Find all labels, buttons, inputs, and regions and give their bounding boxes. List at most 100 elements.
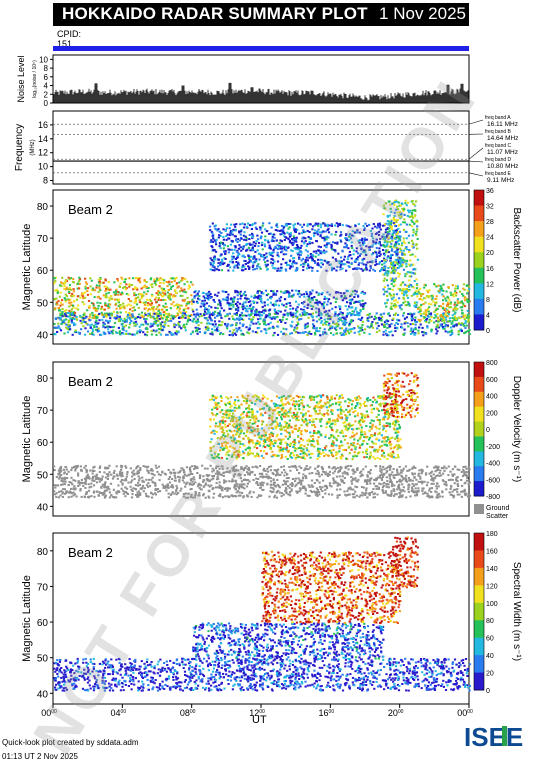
- heatmap-cell: [283, 469, 285, 471]
- heatmap-cell: [327, 313, 329, 315]
- heatmap-cell: [137, 316, 139, 318]
- heatmap-cell: [173, 294, 175, 296]
- heatmap-cell: [266, 230, 268, 232]
- heatmap-cell: [133, 292, 135, 294]
- heatmap-cell: [298, 256, 300, 258]
- heatmap-cell: [151, 334, 153, 336]
- heatmap-cell: [91, 280, 93, 282]
- heatmap-cell: [246, 226, 248, 228]
- heatmap-cell: [108, 292, 110, 294]
- heatmap-cell: [394, 303, 396, 305]
- heatmap-cell: [324, 493, 326, 495]
- heatmap-cell: [381, 264, 383, 266]
- heatmap-cell: [354, 260, 356, 262]
- heatmap-cell: [414, 302, 416, 304]
- heatmap-cell: [384, 223, 386, 225]
- heatmap-cell: [116, 308, 118, 310]
- heatmap-cell: [362, 300, 364, 302]
- heatmap-cell: [403, 329, 405, 331]
- heatmap-cell: [404, 275, 406, 277]
- heatmap-cell: [307, 243, 309, 245]
- heatmap-cell: [376, 254, 378, 256]
- heatmap-cell: [191, 320, 193, 322]
- heatmap-cell: [98, 285, 100, 287]
- heatmap-cell: [401, 483, 403, 485]
- heatmap-cell: [174, 280, 176, 282]
- heatmap-cell: [240, 246, 242, 248]
- heatmap-cell: [104, 309, 106, 311]
- heatmap-cell: [160, 294, 162, 296]
- heatmap-cell: [184, 317, 186, 319]
- heatmap-cell: [424, 297, 426, 299]
- heatmap-cell: [261, 475, 263, 477]
- heatmap-cell: [298, 466, 300, 468]
- heatmap-cell: [153, 306, 155, 308]
- heatmap-cell: [333, 249, 335, 251]
- heatmap-cell: [150, 308, 152, 310]
- heatmap-cell: [289, 305, 291, 307]
- heatmap-cell: [411, 210, 413, 212]
- heatmap-cell: [71, 317, 73, 319]
- heatmap-cell: [187, 301, 189, 303]
- heatmap-cell: [97, 296, 99, 298]
- heatmap-cell: [377, 225, 379, 227]
- heatmap-cell: [390, 264, 392, 266]
- heatmap-cell: [70, 492, 72, 494]
- heatmap-cell: [151, 325, 153, 327]
- heatmap-cell: [189, 286, 191, 288]
- heatmap-cell: [383, 474, 385, 476]
- heatmap-cell: [367, 475, 369, 477]
- heatmap-cell: [465, 322, 467, 324]
- heatmap-cell: [421, 331, 423, 333]
- heatmap-cell: [318, 314, 320, 316]
- heatmap-cell: [307, 259, 309, 261]
- heatmap-cell: [312, 290, 314, 292]
- heatmap-cell: [384, 254, 386, 256]
- heatmap-cell: [280, 321, 282, 323]
- heatmap-cell: [255, 260, 257, 262]
- heatmap-cell: [321, 486, 323, 488]
- heatmap-cell: [285, 249, 287, 251]
- heatmap-cell: [375, 242, 377, 244]
- heatmap-cell: [212, 333, 214, 335]
- heatmap-cell: [162, 292, 164, 294]
- heatmap-cell: [185, 305, 187, 307]
- heatmap-cell: [313, 327, 315, 329]
- heatmap-cell: [276, 290, 278, 292]
- heatmap-cell: [372, 269, 374, 271]
- heatmap-cell: [351, 483, 353, 485]
- heatmap-cell: [175, 491, 177, 493]
- heatmap-cell: [320, 226, 322, 228]
- heatmap-cell: [279, 492, 281, 494]
- heatmap-cell: [338, 260, 340, 262]
- heatmap-cell: [235, 245, 237, 247]
- heatmap-cell: [275, 293, 277, 295]
- heatmap-cell: [56, 304, 58, 306]
- heatmap-cell: [435, 485, 437, 487]
- heatmap-cell: [185, 493, 187, 495]
- heatmap-cell: [383, 324, 385, 326]
- heatmap-cell: [343, 482, 345, 484]
- heatmap-cell: [186, 323, 188, 325]
- heatmap-cell: [335, 306, 337, 308]
- heatmap-cell: [378, 242, 380, 244]
- heatmap-cell: [313, 325, 315, 327]
- heatmap-cell: [302, 473, 304, 475]
- heatmap-cell: [346, 316, 348, 318]
- heatmap-cell: [259, 476, 261, 478]
- heatmap-cell: [228, 302, 230, 304]
- heatmap-cell: [299, 251, 301, 253]
- heatmap-cell: [340, 319, 342, 321]
- heatmap-cell: [314, 468, 316, 470]
- heatmap-cell: [283, 253, 285, 255]
- heatmap-cell: [395, 243, 397, 245]
- heatmap-cell: [243, 487, 245, 489]
- heatmap-cell: [333, 297, 335, 299]
- heatmap-cell: [260, 236, 262, 238]
- heatmap-cell: [84, 334, 86, 336]
- heatmap-cell: [362, 251, 364, 253]
- heatmap-cell: [167, 319, 169, 321]
- heatmap-cell: [305, 249, 307, 251]
- heatmap-cell: [302, 258, 304, 260]
- heatmap-cell: [285, 306, 287, 308]
